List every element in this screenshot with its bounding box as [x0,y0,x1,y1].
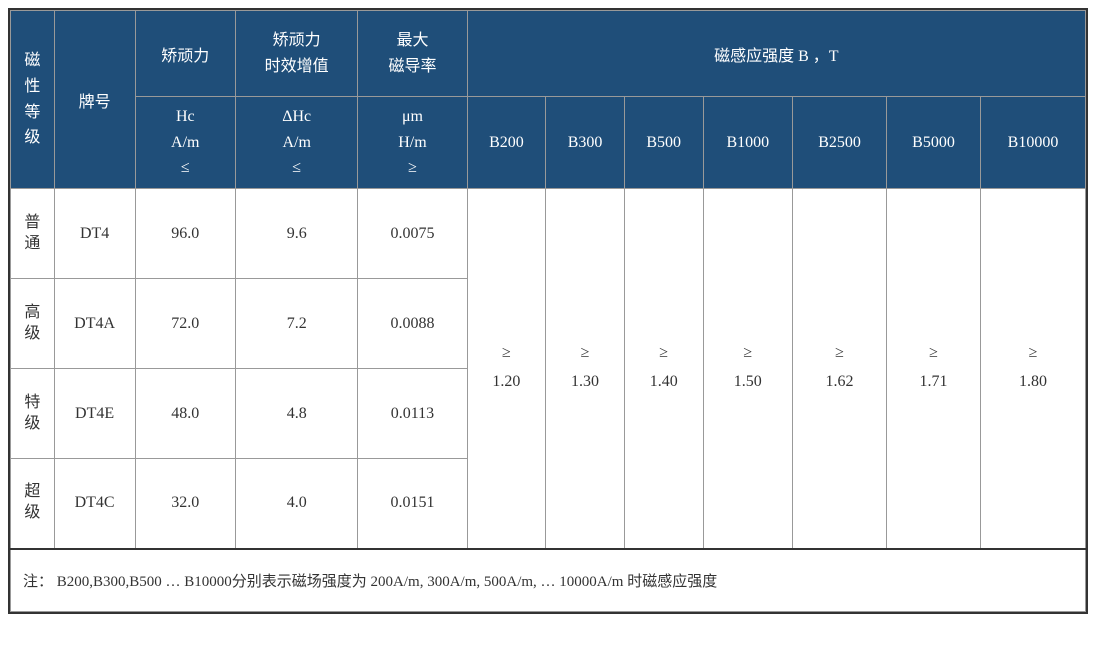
cell-b200: ≥1.20 [467,189,546,549]
spec-table: 磁性等级 牌号 矫顽力 矫顽力时效增值 最大磁导率 磁感应强度 B ，T HcA… [10,10,1086,612]
header-hc-sub: HcA/m≤ [135,97,236,189]
cell-b5000: ≥1.71 [887,189,981,549]
header-brand: 牌号 [54,11,135,189]
cell-um: 0.0088 [358,279,467,369]
cell-brand: DT4C [54,459,135,549]
header-b10000: B10000 [980,97,1085,189]
cell-hc: 96.0 [135,189,236,279]
table-row: 普通 DT4 96.0 9.6 0.0075 ≥1.20 ≥1.30 ≥1.40… [11,189,1086,279]
header-b5000: B5000 [887,97,981,189]
cell-grade: 特级 [11,369,55,459]
header-dhc-sub: ΔHcA/m≤ [236,97,358,189]
cell-um: 0.0075 [358,189,467,279]
cell-grade: 高级 [11,279,55,369]
header-hc-top: 矫顽力 [135,11,236,97]
cell-b1000: ≥1.50 [703,189,793,549]
spec-table-container: 磁性等级 牌号 矫顽力 矫顽力时效增值 最大磁导率 磁感应强度 B ，T HcA… [8,8,1088,614]
header-um-sub: μmH/m≥ [358,97,467,189]
cell-brand: DT4E [54,369,135,459]
cell-dhc: 9.6 [236,189,358,279]
cell-grade: 超级 [11,459,55,549]
cell-dhc: 4.0 [236,459,358,549]
cell-hc: 72.0 [135,279,236,369]
cell-dhc: 4.8 [236,369,358,459]
cell-hc: 32.0 [135,459,236,549]
header-b300: B300 [546,97,625,189]
cell-grade: 普通 [11,189,55,279]
cell-b2500: ≥1.62 [793,189,887,549]
cell-dhc: 7.2 [236,279,358,369]
cell-hc: 48.0 [135,369,236,459]
cell-brand: DT4A [54,279,135,369]
cell-um: 0.0151 [358,459,467,549]
header-b200: B200 [467,97,546,189]
header-b2500: B2500 [793,97,887,189]
header-b500: B500 [624,97,703,189]
header-dhc-top: 矫顽力时效增值 [236,11,358,97]
header-b1000: B1000 [703,97,793,189]
header-bgroup: 磁感应强度 B ，T [467,11,1085,97]
cell-b10000: ≥1.80 [980,189,1085,549]
cell-um: 0.0113 [358,369,467,459]
note-text: 注： B200,B300,B500 … B10000分别表示磁场强度为 200A… [11,549,1086,612]
cell-b500: ≥1.40 [624,189,703,549]
cell-b300: ≥1.30 [546,189,625,549]
header-um-top: 最大磁导率 [358,11,467,97]
header-grade: 磁性等级 [11,11,55,189]
cell-brand: DT4 [54,189,135,279]
note-row: 注： B200,B300,B500 … B10000分别表示磁场强度为 200A… [11,549,1086,612]
